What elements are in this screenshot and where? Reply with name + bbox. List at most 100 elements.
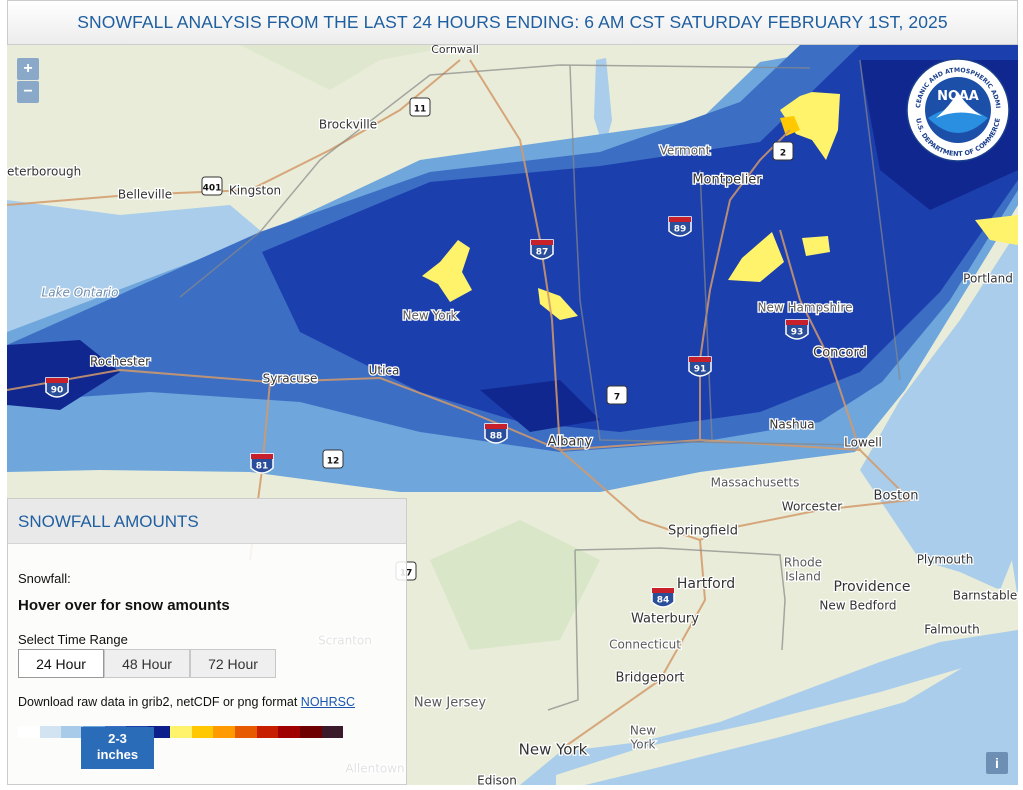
legend-swatch[interactable]	[234, 726, 257, 738]
highway-shield: 2	[772, 141, 794, 161]
shield-shape	[322, 449, 344, 469]
highway-shield: 12	[322, 449, 344, 469]
place-label: New Hampshire	[758, 301, 853, 315]
shield-top	[652, 588, 674, 593]
place-label: Albany	[548, 435, 593, 450]
shield-shape	[409, 97, 431, 117]
place-label: Portland	[963, 272, 1013, 286]
place-label: New	[630, 724, 656, 738]
place-label: Waterbury	[631, 612, 699, 627]
lake	[594, 58, 612, 150]
shield-number: 11	[414, 105, 427, 115]
tooltip-unit: inches	[96, 747, 139, 762]
time-range-button[interactable]: 24 Hour	[18, 649, 104, 678]
map: Cornwall Brockville eterborough Belleville K…	[7, 45, 1018, 785]
time-range-button[interactable]: 72 Hour	[190, 649, 276, 678]
place-label: Island	[785, 570, 821, 584]
time-range-button[interactable]: 48 Hour	[104, 649, 190, 678]
logo-bird	[936, 92, 982, 118]
place-label: Falmouth	[924, 623, 979, 637]
legend-swatch[interactable]	[213, 726, 235, 738]
hover-text: Hover over for snow amounts	[18, 597, 230, 614]
highway-shield: 87	[530, 239, 554, 260]
long-island	[556, 668, 962, 785]
place-label: Bridgeport	[615, 671, 684, 686]
legend-swatch[interactable]	[256, 726, 279, 738]
place-label: Kingston	[229, 184, 281, 198]
place-label: New Jersey	[414, 696, 486, 711]
highway-shield: 93	[785, 319, 809, 340]
place-label: Edison	[477, 774, 517, 786]
shield-number: 89	[674, 225, 687, 235]
shield-top	[251, 454, 273, 459]
shield-top	[669, 217, 691, 222]
shield-shape	[201, 176, 223, 196]
legend-swatch[interactable]	[18, 726, 40, 738]
legend-swatch[interactable]	[278, 726, 300, 738]
shield-top	[689, 357, 711, 362]
shield-top	[531, 240, 553, 245]
highway-shields: 114012878993917908112888417	[45, 97, 809, 608]
legend-swatch[interactable]	[191, 726, 214, 738]
place-label: Cornwall	[431, 45, 479, 56]
place-label: Worcester	[782, 500, 842, 514]
place-label: Hartford	[677, 576, 735, 592]
place-label: Concord	[813, 346, 867, 361]
shield-number: 90	[51, 386, 64, 396]
highway-shield: 84	[651, 587, 675, 608]
terrain	[430, 520, 600, 650]
highway-shield: 11	[409, 97, 431, 117]
legend	[18, 726, 344, 738]
legend-swatch[interactable]	[39, 726, 62, 738]
shield-number: 93	[791, 328, 804, 338]
zoom-in-button[interactable]: +	[17, 58, 39, 80]
zoom-out-button[interactable]: −	[17, 81, 39, 103]
shield-number: 81	[256, 462, 269, 472]
place-label: Utica	[369, 364, 400, 378]
logo-name: NOAA	[937, 89, 979, 104]
header-title: SNOWFALL ANALYSIS FROM THE LAST 24 HOURS…	[7, 0, 1018, 45]
legend-swatch[interactable]	[321, 726, 344, 738]
shield-number: 401	[203, 184, 222, 194]
place-label: Rhode	[784, 556, 822, 570]
place-label: New York	[403, 309, 458, 323]
download-row: Download raw data in grib2, netCDF or pn…	[18, 695, 355, 709]
borders	[179, 59, 901, 711]
place-label: Lowell	[844, 436, 882, 450]
info-button[interactable]: i	[986, 752, 1008, 774]
shield-top	[46, 378, 68, 383]
highway-shield: 88	[484, 423, 508, 444]
place-label: Massachusetts	[711, 476, 800, 490]
snow-orange	[780, 116, 800, 136]
shield-number: 7	[614, 393, 620, 403]
shield-shape	[772, 141, 794, 161]
highway-shield: 90	[45, 377, 69, 398]
place-label: Boston	[874, 489, 919, 504]
place-label: eterborough	[7, 165, 81, 179]
place-label: Barnstable	[953, 589, 1018, 603]
snowfall-label: Snowfall:	[18, 571, 71, 586]
place-label: Syracuse	[263, 372, 318, 386]
place-label: Nashua	[769, 418, 814, 432]
place-label: Rochester	[90, 355, 150, 369]
place-label: Springfield	[668, 524, 738, 539]
download-link[interactable]: NOHRSC	[300, 695, 355, 709]
legend-tooltip: 2-3 inches	[81, 727, 154, 769]
legend-swatch[interactable]	[169, 726, 192, 738]
place-label: York	[630, 738, 656, 752]
place-label: Brockville	[319, 118, 377, 132]
highway-shield: 401	[201, 176, 223, 196]
time-range-label: Select Time Range	[18, 632, 128, 647]
shield-shape	[606, 385, 628, 405]
tooltip-range: 2-3	[108, 731, 127, 746]
shield-top	[786, 320, 808, 325]
legend-swatch[interactable]	[61, 726, 84, 738]
place-label: Connecticut	[609, 638, 681, 652]
shield-number: 2	[780, 149, 786, 159]
place-label: Lake Ontario	[42, 286, 119, 300]
highway-shield: 89	[668, 216, 692, 237]
legend-swatch[interactable]	[299, 726, 322, 738]
shield-number: 84	[657, 596, 670, 606]
